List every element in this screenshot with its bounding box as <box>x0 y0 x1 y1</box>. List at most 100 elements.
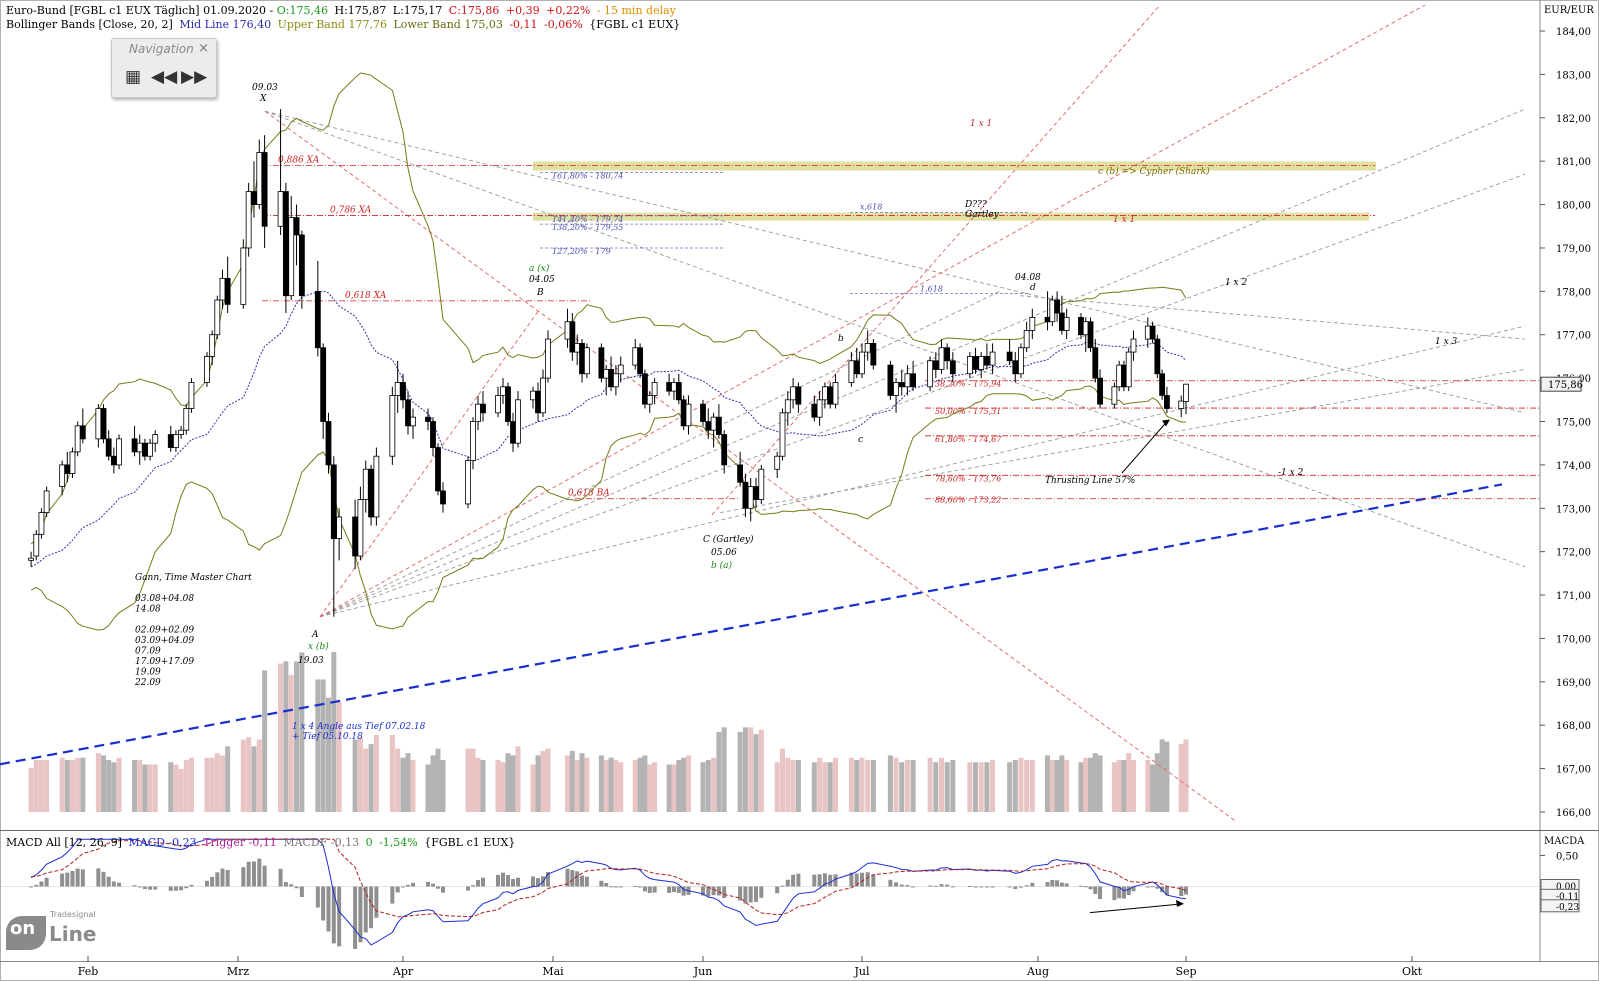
macd-histogram-bar <box>101 871 106 887</box>
candle-body <box>887 364 894 396</box>
candle-body <box>288 217 295 297</box>
zero-value: 0 <box>365 836 373 849</box>
macd-histogram-bar <box>1064 883 1069 887</box>
candle-body <box>515 399 521 444</box>
open-value: O:175,46 <box>276 4 328 17</box>
gann-fan-line <box>719 369 1526 514</box>
volume-bar <box>219 755 225 812</box>
macd-histogram-bar <box>225 870 230 887</box>
b-date-label: 04.05 <box>529 275 555 285</box>
logo-brand: Tradesignal <box>50 910 96 919</box>
macd-histogram-bar <box>29 886 34 888</box>
trend-line-1x4 <box>0 483 1503 766</box>
macd-histogram-bar <box>294 886 299 889</box>
macd-histogram-bar <box>299 886 304 898</box>
candle-body <box>352 516 358 557</box>
volume-bar <box>214 753 220 812</box>
volume-bar <box>111 762 117 812</box>
macd-histogram-bar <box>390 886 395 904</box>
gann-chart-title: Gann, Time Master Chart <box>135 573 252 583</box>
volume-bar <box>64 759 70 812</box>
volume-bar <box>1054 759 1060 812</box>
candle-body <box>598 347 605 379</box>
volume-bar <box>1024 759 1030 812</box>
thrusting-line-label: Thrusting Line 57% <box>1045 476 1135 486</box>
volume-bar <box>188 757 194 812</box>
macd-histogram-bar <box>1093 886 1098 894</box>
macd-histogram-bar <box>251 861 256 887</box>
volume-bar <box>833 757 838 812</box>
volume-bar <box>500 762 506 812</box>
macd-divergence-line <box>1089 903 1183 914</box>
macd-histogram-bar <box>363 886 368 933</box>
price-tick-label: 177,00 <box>1556 331 1591 342</box>
gartley-zone <box>533 212 1369 221</box>
volume-bar <box>790 759 796 812</box>
volume-bar <box>1130 759 1136 812</box>
candle-body <box>277 191 284 227</box>
a-point-label: A <box>311 630 319 640</box>
x-point-label: X <box>259 94 267 104</box>
candle-body <box>716 416 722 435</box>
candle-body <box>435 447 441 492</box>
a-wave-label: x (b) <box>308 641 329 652</box>
candle-body <box>110 455 117 466</box>
volume-bar <box>495 759 501 812</box>
b-wave-label: a (x) <box>529 263 550 274</box>
macd-histogram-bar <box>979 886 984 888</box>
volume-bar <box>262 670 268 812</box>
volume-bar <box>1159 739 1165 812</box>
volume-bar <box>1083 757 1089 812</box>
rewind-icon[interactable]: ◀◀ <box>151 67 178 87</box>
macd-histogram-bar <box>642 886 647 892</box>
volume-bar <box>711 757 717 812</box>
volume-bar <box>294 661 300 812</box>
thrusting-arrowhead <box>1162 419 1170 427</box>
volume-bar <box>865 759 871 812</box>
angle-note-line2: + Tief 05.10.18 <box>292 732 363 742</box>
volume-bar <box>173 764 179 812</box>
navigation-title: Navigation <box>129 42 194 56</box>
macd-histogram-bar <box>754 886 758 902</box>
price-tick-label: 172,00 <box>1556 548 1591 559</box>
macd-histogram-bar <box>1055 880 1060 887</box>
macd-histogram-bar <box>609 886 614 888</box>
volume-bar <box>758 729 764 812</box>
volume-bar <box>425 764 431 812</box>
volume-bar <box>430 755 436 812</box>
volume-bar <box>978 762 984 812</box>
volume-bar <box>33 759 39 812</box>
macd-histogram-bar <box>501 872 505 887</box>
macd-histogram-bar <box>189 884 194 887</box>
macd-histogram-bar <box>706 886 711 897</box>
lower-band-change: -0,11 <box>509 18 538 31</box>
macd-histogram-bar <box>990 886 995 888</box>
macd-histogram-bar <box>179 886 184 891</box>
candle-body <box>853 360 860 375</box>
macd-histogram-bar <box>168 886 173 891</box>
grid-icon[interactable]: ▦ <box>124 67 142 87</box>
macd-histogram-bar <box>395 886 400 893</box>
candle-body <box>742 481 749 509</box>
volume-bar <box>204 757 210 812</box>
volume-bar <box>395 748 401 812</box>
macd-histogram-bar <box>1083 886 1088 888</box>
navigation-panel[interactable]: Navigation × ▦ ◀◀ ▶▶ <box>111 38 217 98</box>
volume-bar <box>753 734 759 812</box>
gann-minus-1x2-label: -1 x 2 <box>1278 468 1304 478</box>
time-tick-label: Sep <box>1175 965 1196 978</box>
gann-date-entry: 19.09 <box>135 668 161 678</box>
candle-body <box>1006 351 1013 362</box>
fast-forward-icon[interactable]: ▶▶ <box>181 67 208 87</box>
candle-body <box>251 191 257 205</box>
candle-body <box>495 395 501 414</box>
close-icon[interactable]: × <box>198 41 209 56</box>
candle-body <box>320 347 327 422</box>
volume-bar <box>603 759 609 812</box>
volume-bar <box>225 746 231 812</box>
volume-bar <box>642 755 648 812</box>
macd-histogram-bar <box>667 886 672 893</box>
macd-divergence-arrowhead <box>1176 899 1184 907</box>
macd-histogram-bar <box>911 886 916 888</box>
